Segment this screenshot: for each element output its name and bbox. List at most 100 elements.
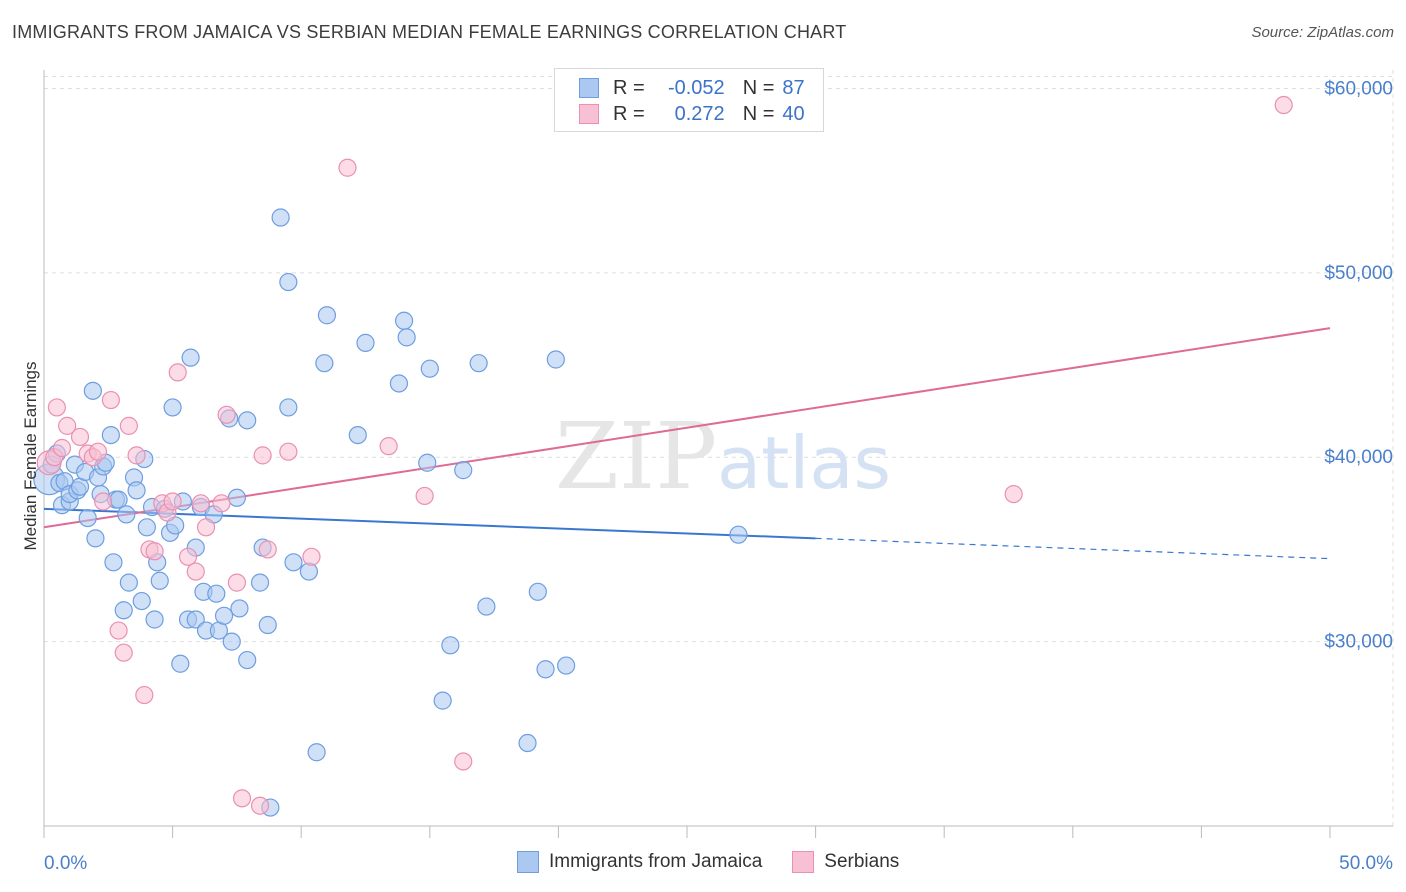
- data-point-serbians: [109, 621, 128, 640]
- data-point-serbians: [196, 518, 216, 537]
- data-point-jamaica: [729, 525, 748, 544]
- data-point-serbians: [1274, 95, 1293, 115]
- source-credit: Source: ZipAtlas.com: [1251, 24, 1394, 41]
- data-point-serbians: [227, 573, 246, 592]
- legend-swatch-blue: [579, 78, 599, 98]
- data-point-jamaica: [117, 505, 136, 524]
- legend-r-label: R =: [613, 102, 645, 125]
- series-swatch-pink: [792, 851, 815, 873]
- data-point-jamaica: [104, 553, 123, 572]
- series-legend: Immigrants from Jamaica Serbians: [517, 851, 929, 873]
- legend-row-serbians: R = 0.272 N = 40: [579, 101, 805, 127]
- tick-labels: $30,000 $40,000 $50,000 $60,000 0.0% 50.0%: [44, 78, 1393, 874]
- data-point-serbians: [338, 158, 357, 177]
- data-point-jamaica: [132, 591, 151, 611]
- data-point-jamaica: [214, 606, 234, 625]
- data-point-jamaica: [78, 508, 97, 528]
- data-point-serbians: [88, 442, 108, 461]
- data-point-jamaica: [127, 481, 146, 500]
- data-point-jamaica: [238, 411, 257, 430]
- data-point-serbians: [114, 643, 133, 662]
- legend-row-jamaica: R = -0.052 N = 87: [579, 75, 805, 101]
- data-point-jamaica: [418, 453, 437, 472]
- data-point-serbians: [70, 427, 90, 447]
- data-point-jamaica: [279, 398, 298, 417]
- data-point-jamaica: [145, 610, 164, 629]
- data-point-jamaica: [230, 599, 249, 618]
- data-point-serbians: [52, 438, 72, 458]
- axes: [43, 70, 1393, 838]
- data-point-jamaica: [394, 311, 414, 330]
- series-legend-serbians[interactable]: Serbians: [792, 851, 899, 873]
- data-point-serbians: [101, 390, 120, 410]
- data-point-jamaica: [137, 518, 156, 537]
- data-point-jamaica: [441, 636, 460, 655]
- data-point-jamaica: [238, 650, 257, 670]
- data-point-jamaica: [348, 425, 367, 445]
- correlation-legend: R = -0.052 N = 87 R = 0.272 N = 40: [554, 68, 824, 132]
- x-tick-label: 0.0%: [44, 853, 87, 874]
- legend-n-value: 40: [782, 102, 805, 125]
- data-point-jamaica: [433, 691, 452, 710]
- data-point-jamaica: [356, 333, 375, 352]
- y-tick-label: $50,000: [1324, 263, 1393, 284]
- data-point-jamaica: [518, 733, 537, 753]
- data-point-jamaica: [546, 350, 565, 369]
- series-legend-jamaica[interactable]: Immigrants from Jamaica: [517, 851, 762, 873]
- data-point-serbians: [119, 416, 138, 435]
- trend-line-jamaica-extension: [815, 537, 1331, 560]
- legend-n-value: 87: [782, 76, 805, 99]
- legend-r-value: 0.272: [674, 102, 725, 125]
- legend-n-label: N =: [742, 102, 775, 125]
- data-point-serbians: [415, 486, 434, 506]
- data-point-jamaica: [299, 562, 319, 581]
- data-point-jamaica: [271, 208, 290, 227]
- data-point-jamaica: [469, 354, 488, 373]
- series-label-serbians: Serbians: [824, 851, 900, 872]
- x-tick-label: 50.0%: [1339, 853, 1393, 874]
- data-point-serbians: [145, 542, 164, 561]
- data-point-serbians: [135, 685, 154, 705]
- data-point-serbians: [217, 405, 236, 424]
- y-axis-label: Median Female Earnings: [21, 362, 40, 551]
- data-point-jamaica: [477, 597, 496, 616]
- watermark-atlas: atlas: [717, 421, 891, 505]
- data-point-jamaica: [389, 374, 409, 393]
- data-point-serbians: [258, 540, 277, 559]
- data-point-jamaica: [227, 488, 246, 507]
- data-point-serbians: [58, 416, 77, 435]
- data-point-jamaica: [163, 398, 182, 417]
- data-point-jamaica: [83, 381, 102, 400]
- watermark: ZIP atlas: [555, 403, 891, 510]
- data-point-jamaica: [181, 348, 200, 367]
- series-label-jamaica: Immigrants from Jamaica: [549, 851, 763, 872]
- series-swatch-blue: [517, 851, 539, 873]
- legend-n-label: N =: [742, 76, 775, 99]
- data-point-serbians: [47, 398, 66, 417]
- series-serbians-points: [36, 95, 1293, 815]
- data-point-serbians: [302, 547, 321, 566]
- data-point-jamaica: [250, 573, 270, 592]
- data-point-jamaica: [150, 571, 169, 590]
- trend-line-serbians: [43, 327, 1331, 529]
- data-point-jamaica: [186, 610, 205, 629]
- data-point-serbians: [191, 494, 210, 513]
- chart-title: IMMIGRANTS FROM JAMAICA VS SERBIAN MEDIA…: [12, 22, 847, 42]
- data-point-serbians: [232, 789, 252, 808]
- data-point-jamaica: [258, 615, 277, 635]
- data-point-serbians: [279, 442, 298, 461]
- data-point-jamaica: [317, 306, 337, 325]
- y-tick-label: $40,000: [1324, 447, 1393, 468]
- data-point-serbians: [1004, 484, 1023, 504]
- data-point-serbians: [94, 492, 113, 511]
- data-point-jamaica: [397, 328, 416, 347]
- data-point-serbians: [168, 363, 187, 382]
- data-point-serbians: [178, 547, 198, 566]
- legend-swatch-pink: [579, 104, 599, 124]
- data-point-jamaica: [279, 272, 298, 292]
- data-point-jamaica: [101, 425, 120, 445]
- legend-r-value: -0.052: [667, 76, 725, 99]
- data-point-jamaica: [222, 632, 241, 651]
- data-point-jamaica: [119, 573, 138, 592]
